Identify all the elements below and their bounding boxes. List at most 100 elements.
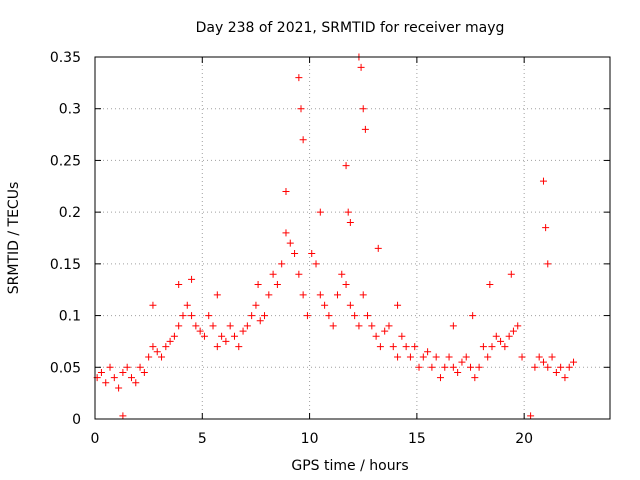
data-point — [226, 322, 234, 330]
data-point — [419, 353, 427, 361]
data-point — [355, 322, 363, 330]
y-tick-label: 0 — [72, 412, 81, 428]
x-tick-labels: 0 5 10 15 20 — [91, 431, 534, 447]
data-point — [297, 105, 305, 113]
data-point — [97, 368, 105, 376]
data-point — [570, 358, 578, 366]
x-tick-label: 15 — [408, 431, 426, 447]
grid-lines — [94, 56, 610, 420]
data-point — [213, 291, 221, 299]
data-point — [213, 343, 221, 351]
data-point — [514, 322, 522, 330]
data-point — [170, 332, 178, 340]
data-point — [535, 353, 543, 361]
data-point — [376, 343, 384, 351]
data-point — [394, 301, 402, 309]
data-point — [106, 363, 114, 371]
data-points — [93, 53, 578, 420]
data-point — [557, 363, 565, 371]
data-point — [175, 281, 183, 289]
data-point — [158, 353, 166, 361]
data-point — [394, 353, 402, 361]
data-point — [381, 327, 389, 335]
data-point — [372, 332, 380, 340]
data-point — [299, 291, 307, 299]
data-point — [432, 353, 440, 361]
data-point — [454, 368, 462, 376]
data-point — [162, 343, 170, 351]
data-point — [136, 363, 144, 371]
data-point — [415, 363, 423, 371]
data-point — [269, 270, 277, 278]
data-point — [471, 374, 479, 382]
data-point — [542, 224, 550, 232]
data-point — [436, 374, 444, 382]
data-point — [445, 353, 453, 361]
data-point — [153, 348, 161, 356]
data-point — [273, 281, 281, 289]
data-point — [398, 332, 406, 340]
data-point — [338, 270, 346, 278]
data-point — [364, 312, 372, 320]
chart-title: Day 238 of 2021, SRMTID for receiver may… — [196, 20, 505, 36]
data-point — [492, 332, 500, 340]
data-point — [200, 332, 208, 340]
data-point — [527, 412, 535, 420]
data-point — [467, 363, 475, 371]
y-axis-label: SRMTID / TECUs — [6, 182, 22, 295]
data-point — [329, 322, 337, 330]
data-point — [252, 301, 260, 309]
data-point — [544, 363, 552, 371]
data-point — [359, 105, 367, 113]
data-point — [462, 353, 470, 361]
data-point — [115, 384, 123, 392]
data-point — [488, 343, 496, 351]
data-point — [389, 343, 397, 351]
data-point — [303, 312, 311, 320]
data-point — [411, 343, 419, 351]
x-axis-label: GPS time / hours — [291, 458, 408, 474]
y-tick-label: 0.2 — [59, 205, 81, 221]
data-point — [175, 322, 183, 330]
data-point — [351, 312, 359, 320]
data-point — [140, 368, 148, 376]
data-point — [149, 301, 157, 309]
data-point — [188, 275, 196, 283]
plot-frame — [94, 56, 611, 420]
data-point — [230, 332, 238, 340]
data-point — [127, 374, 135, 382]
x-tick-label: 5 — [198, 431, 207, 447]
data-point — [544, 260, 552, 268]
data-point — [222, 337, 230, 345]
data-point — [449, 363, 457, 371]
data-point — [308, 250, 316, 258]
data-point — [291, 250, 299, 258]
data-point — [548, 353, 556, 361]
data-point — [299, 136, 307, 144]
data-point — [518, 353, 526, 361]
axis-ticks — [94, 56, 610, 420]
data-point — [486, 281, 494, 289]
data-point — [424, 348, 432, 356]
data-point — [539, 358, 547, 366]
data-point — [361, 125, 369, 133]
data-point — [333, 291, 341, 299]
data-point — [145, 353, 153, 361]
data-point — [256, 317, 264, 325]
data-point — [119, 412, 127, 420]
y-tick-label: 0.05 — [50, 360, 81, 376]
y-tick-label: 0.25 — [50, 153, 81, 169]
data-point — [342, 281, 350, 289]
x-tick-label: 20 — [515, 431, 533, 447]
data-point — [243, 322, 251, 330]
data-point — [441, 363, 449, 371]
data-point — [261, 312, 269, 320]
data-point — [346, 218, 354, 226]
data-point — [509, 327, 517, 335]
data-point — [368, 322, 376, 330]
data-point — [209, 322, 217, 330]
data-point — [149, 343, 157, 351]
data-point — [561, 374, 569, 382]
data-point — [385, 322, 393, 330]
